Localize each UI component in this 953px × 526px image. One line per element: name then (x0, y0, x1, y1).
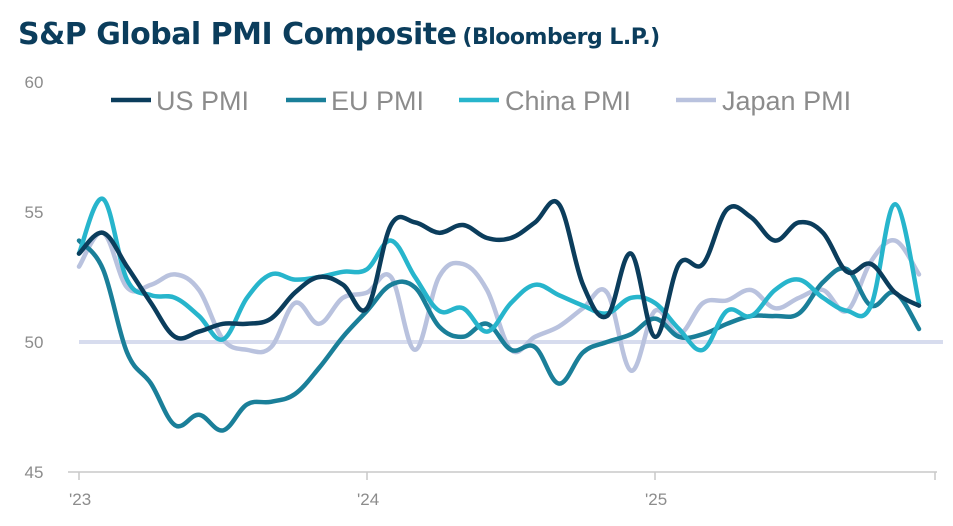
chart-title-source: (Bloomberg L.P.) (462, 25, 660, 50)
y-tick-label-60: 60 (25, 73, 44, 92)
y-tick-label-55: 55 (25, 203, 44, 222)
series-line-china-pmi (76, 196, 922, 353)
x-tick-label: '23 (69, 490, 91, 509)
series-line-japan-pmi (76, 230, 922, 373)
legend-label-japan-pmi: Japan PMI (722, 86, 851, 116)
y-tick-label-45: 45 (25, 463, 44, 482)
chart-title-main: S&P Global PMI Composite (18, 17, 457, 52)
legend-label-us-pmi: US PMI (156, 86, 249, 116)
legend-label-eu-pmi: EU PMI (331, 86, 424, 116)
series-line-us-pmi (76, 199, 922, 341)
legend-label-china-pmi: China PMI (505, 86, 631, 116)
chart-title: S&P Global PMI Composite (Bloomberg L.P.) (18, 14, 660, 52)
x-tick-label: '25 (645, 490, 667, 509)
x-tick-label: '24 (357, 490, 379, 509)
series-line-eu-pmi (76, 238, 922, 433)
y-tick-label-50: 50 (25, 333, 44, 352)
